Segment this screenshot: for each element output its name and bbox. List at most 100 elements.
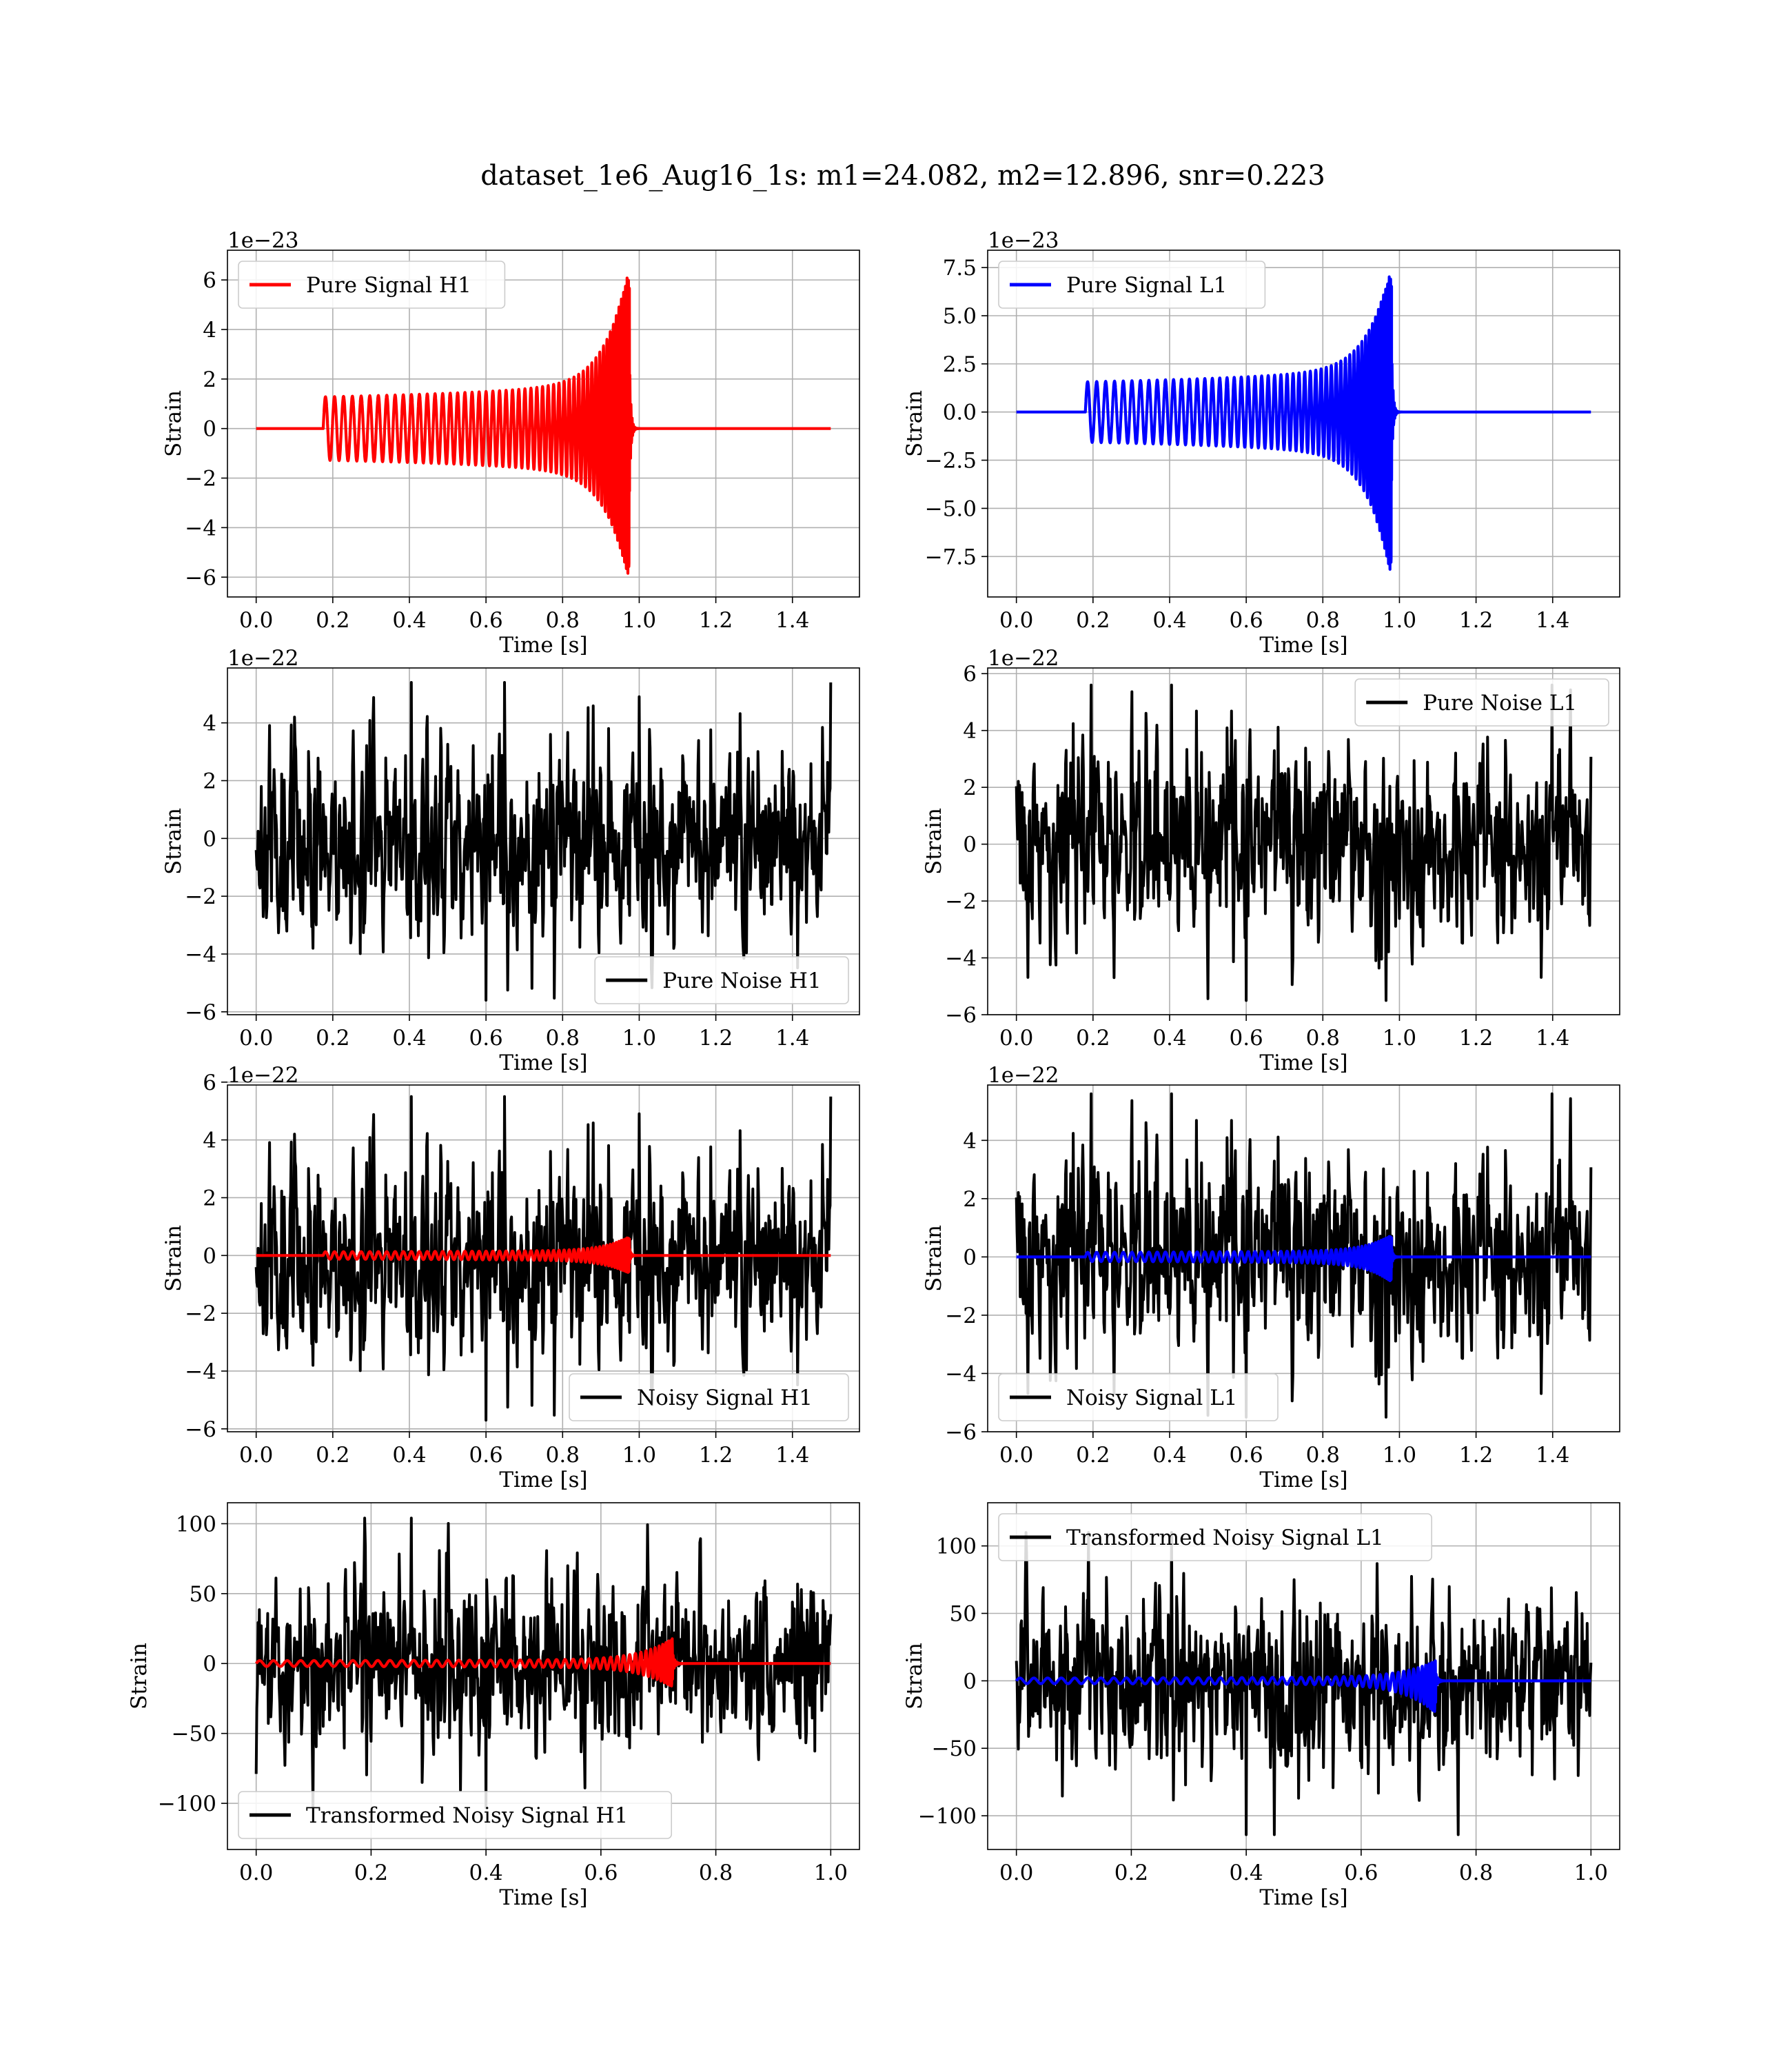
x-axis-label: Time [s]: [499, 1885, 587, 1910]
y-tick-label: 0: [963, 1245, 977, 1270]
series-group: [254, 1517, 833, 1810]
axes-frame: [227, 1502, 860, 1850]
y-axis-label: Strain: [922, 1225, 946, 1292]
y-tick-label: 2.5: [943, 352, 977, 377]
series-line-overlay-1: [256, 1236, 831, 1274]
legend-box: [569, 1373, 849, 1421]
y-tick-label: −4: [185, 942, 216, 967]
y-tick-label: −50: [932, 1736, 977, 1761]
y-axis-label: Strain: [161, 808, 186, 875]
series-line-pure-noise-h1: [254, 681, 833, 1002]
series-group: [254, 681, 833, 1002]
series-group: [1016, 275, 1591, 571]
chart-panel-row3-right: 0.0 0.2 0.4 0.6 0.8 1.0 1.2 1.4 −6 −4 −2 0 2 4 Time [s…: [922, 1063, 1620, 1492]
legend-label: Pure Signal L1: [1066, 273, 1227, 298]
y-tick-label: 2: [203, 769, 216, 793]
x-tick-label: 0.2: [316, 608, 349, 633]
y-axis-label: Strain: [127, 1643, 152, 1710]
legend-label: Transformed Noisy Signal L1: [1066, 1525, 1384, 1550]
legend-label: Noisy Signal L1: [1066, 1386, 1238, 1410]
series-group: [1015, 1092, 1593, 1419]
series-line-pure-signal-h1: [256, 276, 831, 575]
x-axis-label: Time [s]: [499, 1468, 587, 1492]
x-tick-label: 0.0: [239, 608, 273, 633]
y-axis-label: Strain: [902, 390, 927, 457]
x-tick-label: 0.8: [546, 1026, 580, 1051]
y-tick-label: 4: [963, 1128, 977, 1153]
axes-frame: [227, 1084, 860, 1432]
x-tick-label: 0.6: [1229, 1026, 1263, 1051]
x-tick-label: 0.4: [1152, 1026, 1186, 1051]
legend: Noisy Signal L1: [998, 1373, 1279, 1421]
y-tick-label: 50: [190, 1582, 216, 1607]
y-tick-label: 4: [963, 719, 977, 744]
axes-frame: [987, 1502, 1620, 1850]
x-tick-label: 0.0: [999, 608, 1033, 633]
axes-frame: [227, 667, 860, 1015]
y-tick-label: 0: [963, 1669, 977, 1694]
y-tick-label: −6: [185, 1000, 216, 1025]
x-tick-label: 1.0: [622, 1026, 656, 1051]
axes-frame: [227, 250, 860, 598]
offset-label: 1e−22: [227, 646, 299, 671]
y-tick-label: −6: [945, 1003, 977, 1028]
legend: Pure Noise L1: [1354, 678, 1609, 727]
y-tick-label: 6: [203, 1071, 216, 1095]
chart-panels: 0.0 0.2 0.4 0.6 0.8 1.0 1.2 1.4 −6 −4 −2 0 2 4 6 Time […: [127, 228, 1620, 1910]
x-tick-label: 0.6: [1229, 608, 1263, 633]
x-tick-label: 0.6: [1229, 1443, 1263, 1468]
y-tick-label: 0: [203, 1244, 216, 1268]
x-axis-label: Time [s]: [499, 1051, 587, 1075]
y-tick-label: 2: [203, 1186, 216, 1210]
legend: Pure Noise H1: [594, 956, 849, 1004]
y-tick-label: 5.0: [943, 304, 977, 329]
legend-label: Pure Noise L1: [1423, 691, 1577, 716]
x-tick-label: 0.2: [316, 1443, 349, 1468]
y-tick-label: −2: [945, 889, 977, 914]
legend-box: [998, 1373, 1279, 1421]
y-axis-label: Strain: [161, 390, 186, 457]
y-tick-label: −2: [185, 1301, 216, 1326]
y-tick-label: −4: [945, 1361, 977, 1386]
y-tick-label: 2: [203, 367, 216, 392]
legend-label: Noisy Signal H1: [637, 1386, 813, 1410]
x-tick-label: 0.8: [1306, 1443, 1340, 1468]
legend: Pure Signal L1: [998, 261, 1266, 309]
legend-box: [998, 1513, 1433, 1561]
legend: Pure Signal H1: [238, 261, 506, 309]
y-tick-label: 6: [203, 268, 216, 293]
x-tick-label: 0.6: [469, 608, 502, 633]
x-tick-label: 0.6: [584, 1861, 618, 1885]
offset-label: 1e−23: [227, 228, 299, 253]
legend-label: Pure Noise H1: [662, 969, 821, 993]
y-tick-label: −4: [945, 946, 977, 971]
chart-panel-row2-right: 0.0 0.2 0.4 0.6 0.8 1.0 1.2 1.4 −6 −4 −2 0 2 4 6 Time […: [922, 646, 1620, 1075]
x-tick-label: 1.2: [699, 1443, 733, 1468]
y-tick-label: −4: [185, 516, 216, 540]
series-line-overlay-1: [1016, 1235, 1591, 1282]
offset-label: 1e−22: [988, 646, 1059, 671]
x-tick-label: 0.0: [999, 1861, 1033, 1885]
y-tick-label: 50: [950, 1601, 977, 1626]
chart-panel-row4-left: 0.0 0.2 0.4 0.6 0.8 1.0 −100 −50 0 50 100 Time [s] S…: [127, 1502, 860, 1910]
x-tick-label: 0.8: [1459, 1861, 1493, 1885]
series-line-pure-signal-l1: [1016, 275, 1591, 571]
y-tick-label: −100: [918, 1804, 977, 1829]
series-group: [1015, 683, 1593, 1002]
x-tick-label: 0.4: [392, 1026, 426, 1051]
x-tick-label: 0.8: [699, 1861, 733, 1885]
y-axis-label: Strain: [161, 1225, 186, 1292]
chart-panel-row3-left: 0.0 0.2 0.4 0.6 0.8 1.0 1.2 1.4 −6 −4 −2 0 2 4 6 Time […: [161, 1063, 860, 1492]
y-axis-label: Strain: [902, 1643, 927, 1710]
x-tick-label: 0.0: [999, 1443, 1033, 1468]
x-tick-label: 0.8: [1306, 608, 1340, 633]
x-tick-label: 0.6: [469, 1443, 502, 1468]
axes-frame: [987, 667, 1620, 1015]
y-tick-label: −2: [185, 884, 216, 909]
legend: Transformed Noisy Signal L1: [998, 1513, 1433, 1561]
y-tick-label: 4: [203, 1128, 216, 1153]
y-tick-label: −2: [185, 467, 216, 491]
y-tick-label: 2: [963, 1187, 977, 1212]
y-tick-label: −50: [172, 1722, 216, 1747]
x-tick-label: 1.0: [622, 608, 656, 633]
